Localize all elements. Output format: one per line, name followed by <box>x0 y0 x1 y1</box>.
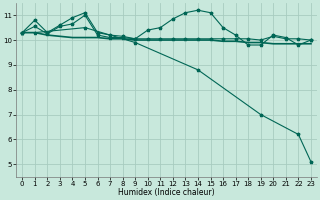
X-axis label: Humidex (Indice chaleur): Humidex (Indice chaleur) <box>118 188 215 197</box>
